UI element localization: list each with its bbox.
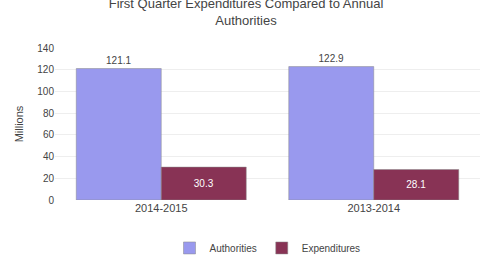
svg-text:2013-2014: 2013-2014 [347,202,400,214]
svg-text:30.3: 30.3 [194,178,214,189]
svg-text:60: 60 [43,129,55,140]
svg-text:20: 20 [43,173,55,184]
svg-text:Authorities: Authorities [210,243,257,254]
svg-text:0: 0 [48,195,54,206]
svg-text:28.1: 28.1 [406,179,426,190]
svg-text:40: 40 [43,151,55,162]
svg-text:122.9: 122.9 [319,53,344,64]
svg-text:140: 140 [37,43,54,54]
svg-text:120: 120 [37,64,54,75]
svg-text:First Quarter Expenditures Com: First Quarter Expenditures Compared to A… [109,0,384,28]
svg-text:Millions: Millions [13,105,25,142]
svg-text:80: 80 [43,108,55,119]
svg-text:Expenditures: Expenditures [302,243,360,254]
svg-text:2014-2015: 2014-2015 [135,202,188,214]
svg-text:100: 100 [37,86,54,97]
svg-text:121.1: 121.1 [106,55,131,66]
